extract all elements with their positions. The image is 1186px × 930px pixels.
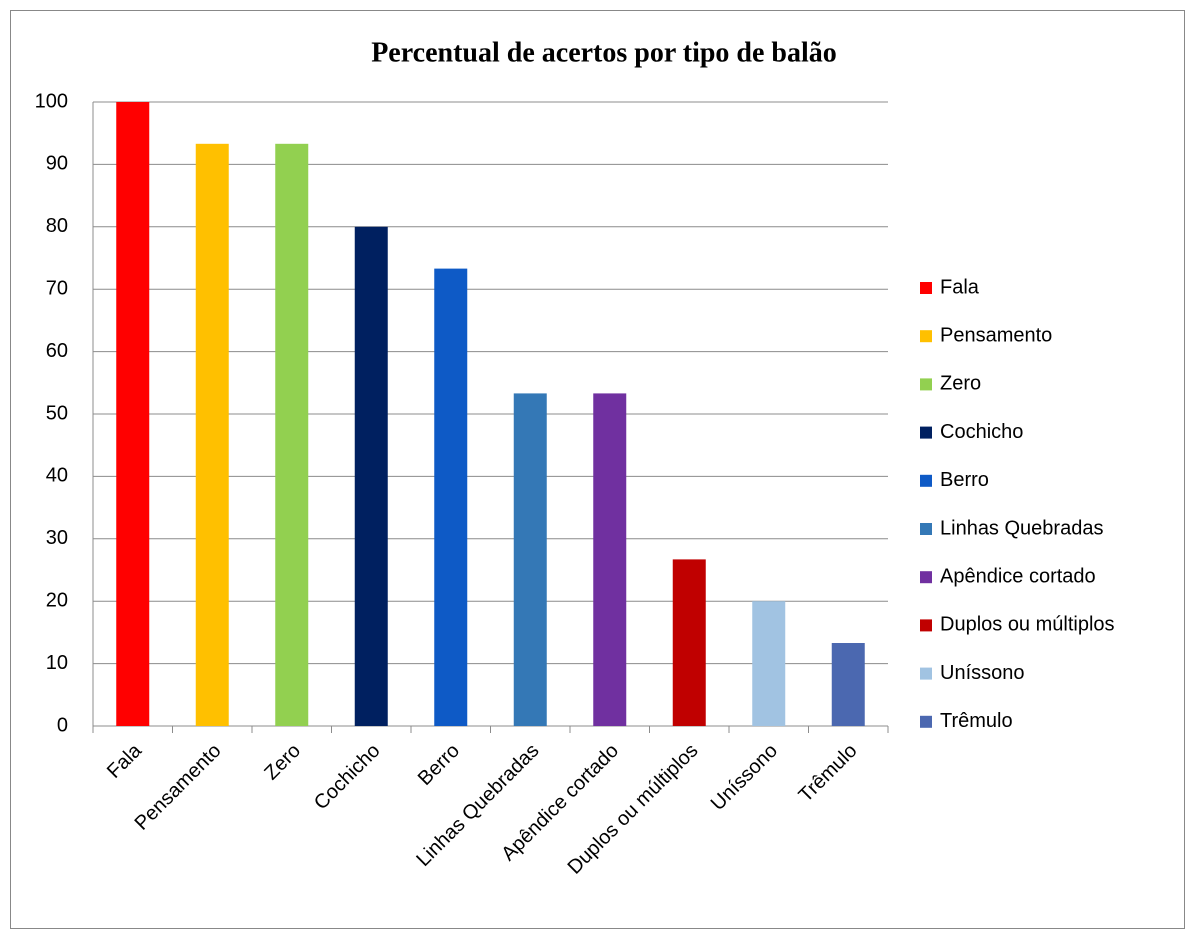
legend-label: Berro [940,469,989,491]
y-tick-label: 70 [46,277,68,299]
legend-swatch [920,619,932,632]
y-tick-label: 100 [35,90,68,112]
legend-swatch [920,426,932,439]
y-tick-label: 30 [46,527,68,549]
bar [275,143,309,727]
bar [513,393,547,726]
bar [593,393,627,726]
legend-label: Trêmulo [940,710,1013,732]
legend-label: Pensamento [940,324,1052,346]
legend-label: Cochicho [940,421,1023,443]
bar [195,143,229,727]
bar [831,643,865,726]
chart-title: Percentual de acertos por tipo de balão [371,37,837,68]
bar [116,102,150,726]
legend-swatch [920,523,932,535]
bar [354,226,388,727]
legend-label: Duplos ou múltiplos [940,614,1115,636]
y-tick-label: 20 [46,589,68,611]
legend-swatch [920,571,932,584]
legend-label: Uníssono [940,662,1025,684]
y-tick-label: 90 [46,153,68,175]
legend-swatch [920,667,932,680]
legend-label: Zero [940,373,981,395]
legend-swatch [920,715,932,728]
legend-swatch [920,282,932,294]
bar [672,559,706,726]
y-tick-label: 0 [57,714,68,736]
legend-swatch [920,378,932,391]
legend-swatch [920,330,932,343]
legend-swatch [920,474,932,487]
bar [434,268,468,726]
y-tick-label: 50 [46,402,68,424]
y-tick-label: 40 [46,465,68,487]
bar [752,601,786,726]
legend-label: Linhas Quebradas [940,517,1103,539]
y-tick-label: 60 [46,340,68,362]
y-tick-label: 80 [46,215,68,237]
legend-label: Apêndice cortado [940,565,1096,587]
legend-label: Fala [940,276,980,298]
y-tick-label: 10 [46,652,68,674]
